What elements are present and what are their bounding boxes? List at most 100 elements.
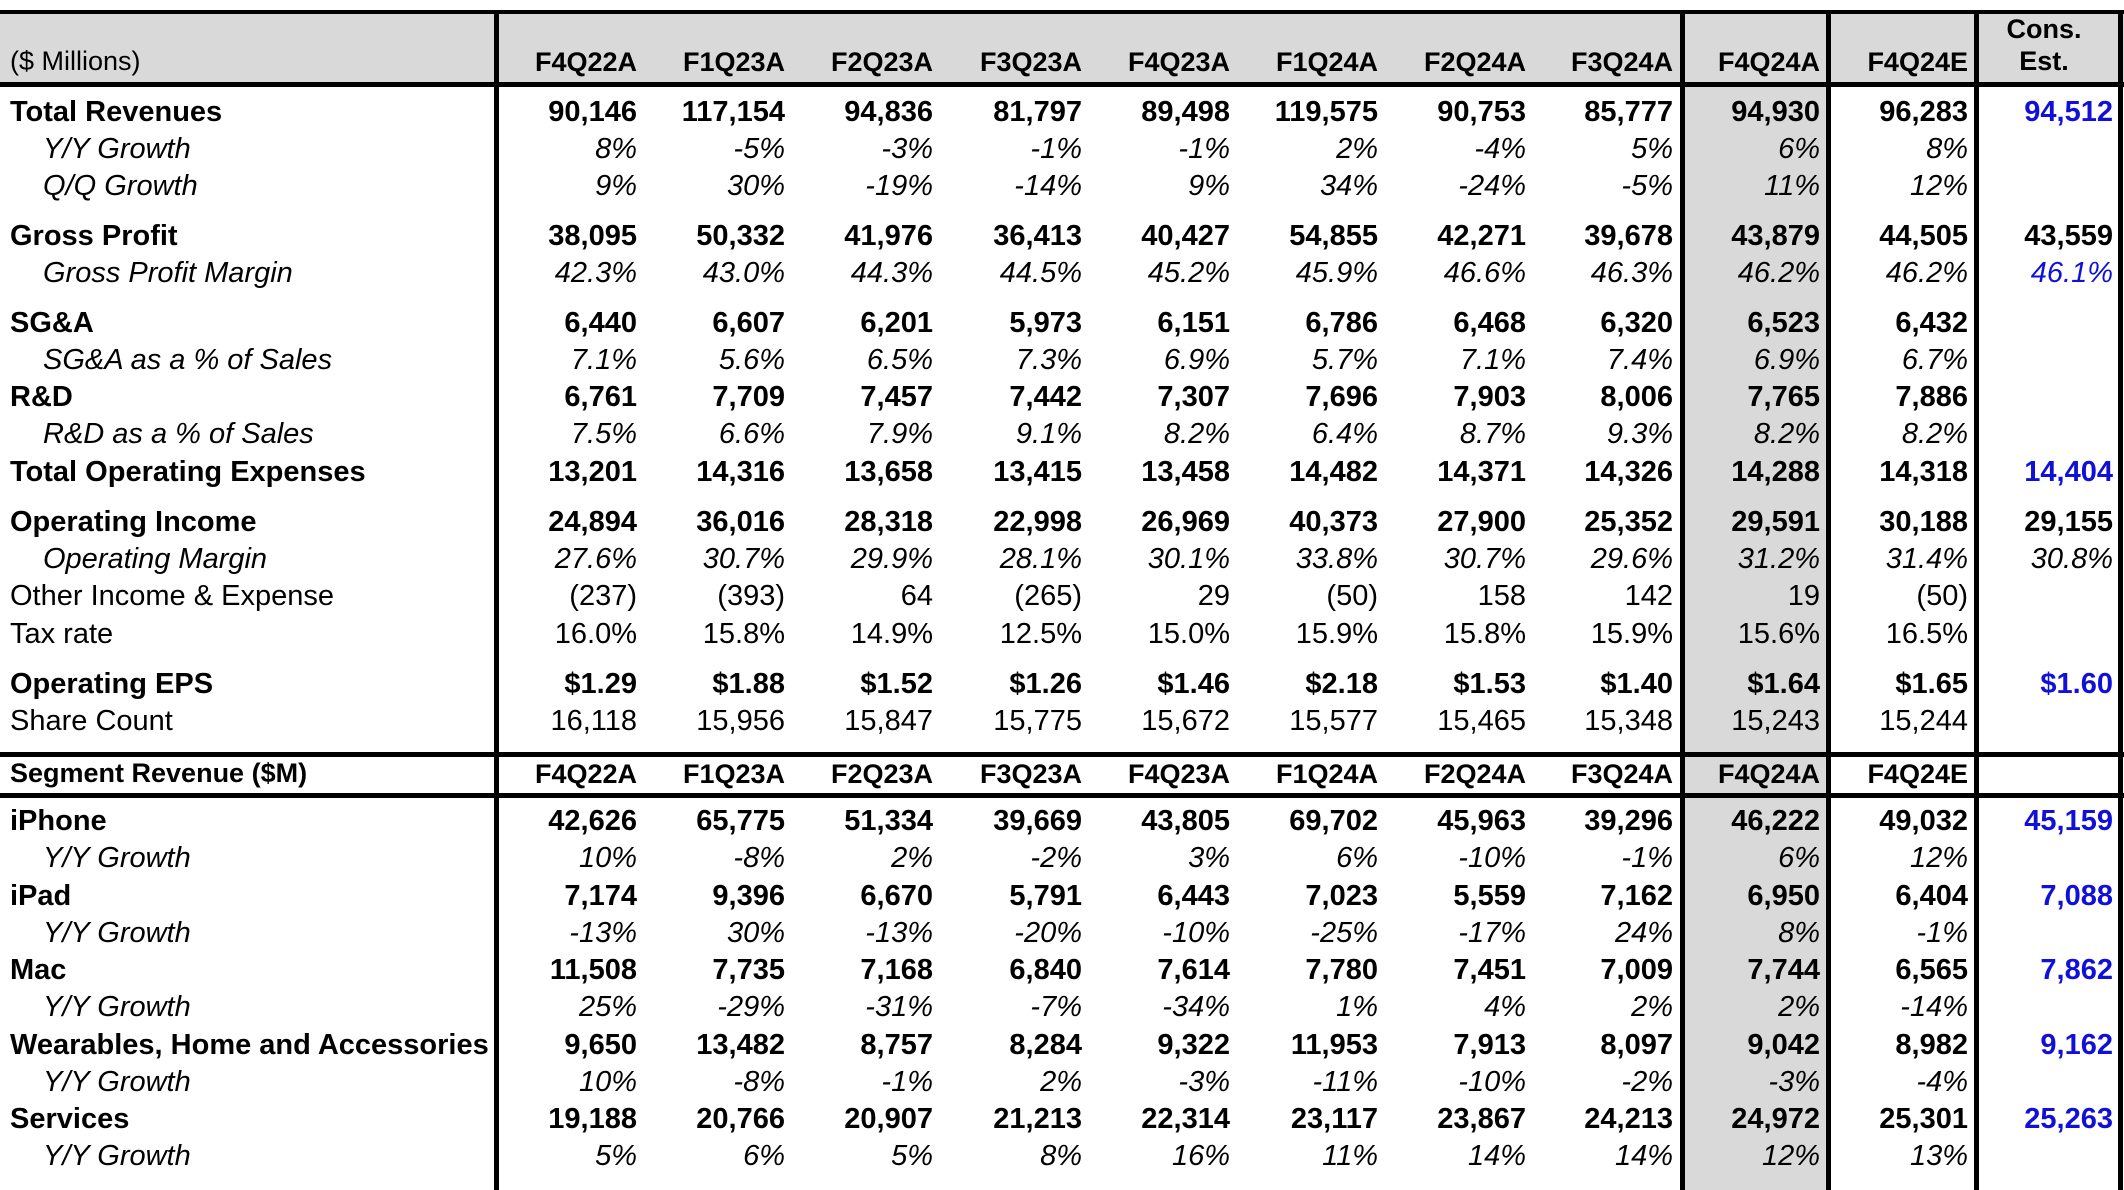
- period-header: F2Q23A: [830, 47, 933, 77]
- value-cell: 11%: [1322, 1140, 1378, 1172]
- value-cell: 65,775: [696, 805, 785, 837]
- value-cell: 6,404: [1895, 880, 1968, 912]
- value-cell: 30.7%: [1443, 543, 1526, 575]
- value-cell: $1.88: [712, 668, 785, 700]
- value-cell: -5%: [1621, 170, 1673, 202]
- value-cell: 14,482: [1289, 456, 1378, 488]
- value-cell: -4%: [1916, 1066, 1968, 1098]
- value-cell: 1%: [1336, 991, 1378, 1023]
- row-label: R&D as a % of Sales: [43, 418, 314, 450]
- value-cell: 50,332: [696, 220, 785, 252]
- row-label: Other Income & Expense: [10, 580, 334, 612]
- value-cell: $2.18: [1305, 668, 1378, 700]
- row-label: iPhone: [10, 805, 107, 837]
- value-cell: 8,006: [1600, 381, 1673, 413]
- row-label: Total Operating Expenses: [10, 456, 366, 488]
- value-cell: 24,213: [1584, 1103, 1673, 1135]
- period-header: F1Q23A: [682, 47, 785, 77]
- value-cell: 44.5%: [999, 257, 1082, 289]
- value-cell: 6%: [1778, 133, 1820, 165]
- value-cell: 15,244: [1879, 705, 1968, 737]
- period-header: F2Q24A: [1423, 47, 1526, 77]
- value-cell: 38,095: [548, 220, 637, 252]
- segment-period-header: F2Q24A: [1423, 759, 1526, 789]
- value-cell: 6,950: [1747, 880, 1820, 912]
- value-cell: 12.5%: [999, 618, 1082, 650]
- value-cell: 6,201: [860, 307, 933, 339]
- value-cell: 11,508: [549, 954, 637, 986]
- value-cell: 81,797: [993, 96, 1082, 128]
- value-cell: 6.9%: [1163, 344, 1230, 376]
- value-cell: 5,791: [1009, 880, 1082, 912]
- value-cell: 7,735: [712, 954, 785, 986]
- value-cell: $1.64: [1747, 668, 1820, 700]
- consensus-cell: 25,263: [2024, 1103, 2113, 1135]
- value-cell: 90,753: [1437, 96, 1526, 128]
- row-label: Operating Margin: [43, 543, 268, 575]
- value-cell: 30%: [726, 170, 785, 202]
- value-cell: 39,678: [1584, 220, 1673, 252]
- value-cell: 158: [1477, 580, 1526, 612]
- value-cell: -3%: [1178, 1066, 1230, 1098]
- value-cell: 30.7%: [702, 543, 785, 575]
- segment-period-header: F4Q24E: [1867, 759, 1968, 789]
- consensus-cell: 43,559: [2024, 220, 2113, 252]
- value-cell: 5.6%: [718, 344, 785, 376]
- value-cell: 46.3%: [1590, 257, 1673, 289]
- units-label: ($ Millions): [10, 46, 141, 76]
- value-cell: 42,626: [548, 805, 637, 837]
- value-cell: 14.9%: [850, 618, 933, 650]
- value-cell: 34%: [1319, 170, 1378, 202]
- value-cell: 45,963: [1437, 805, 1526, 837]
- row-label: Y/Y Growth: [43, 917, 191, 949]
- segment-period-header: F3Q24A: [1570, 759, 1673, 789]
- value-cell: 36,413: [993, 220, 1082, 252]
- value-cell: (265): [1014, 580, 1082, 612]
- value-cell: 15,847: [844, 705, 933, 737]
- period-header: F3Q23A: [979, 47, 1082, 77]
- value-cell: -11%: [1312, 1066, 1378, 1098]
- row-label: Y/Y Growth: [43, 1066, 191, 1098]
- value-cell: 15.9%: [1295, 618, 1378, 650]
- value-cell: 19: [1787, 580, 1820, 612]
- consensus-cell: 45,159: [2024, 805, 2113, 837]
- value-cell: -1%: [1030, 133, 1082, 165]
- value-cell: -19%: [865, 170, 933, 202]
- value-cell: 96,283: [1879, 96, 1968, 128]
- value-cell: -13%: [569, 917, 637, 949]
- value-cell: 10%: [578, 842, 637, 874]
- value-cell: 7,442: [1009, 381, 1082, 413]
- value-cell: 13,201: [548, 456, 637, 488]
- value-cell: 6.6%: [718, 418, 785, 450]
- value-cell: 28.1%: [999, 543, 1082, 575]
- value-cell: -3%: [881, 133, 933, 165]
- value-cell: 7,780: [1305, 954, 1378, 986]
- value-cell: 85,777: [1584, 96, 1673, 128]
- value-cell: 5%: [595, 1140, 637, 1172]
- value-cell: 6,786: [1305, 307, 1378, 339]
- value-cell: 7,709: [712, 381, 785, 413]
- value-cell: 119,575: [1274, 96, 1378, 128]
- consensus-cell: 30.8%: [2030, 543, 2113, 575]
- value-cell: 7,023: [1305, 880, 1378, 912]
- value-cell: 117,154: [681, 96, 785, 128]
- value-cell: $1.40: [1600, 668, 1673, 700]
- value-cell: 8,982: [1895, 1029, 1968, 1061]
- value-cell: 6,443: [1157, 880, 1230, 912]
- value-cell: 7.5%: [570, 418, 637, 450]
- value-cell: 44.3%: [850, 257, 933, 289]
- value-cell: 6,468: [1453, 307, 1526, 339]
- row-label: Gross Profit Margin: [43, 257, 293, 289]
- segment-period-header: F1Q23A: [682, 759, 785, 789]
- value-cell: 33.8%: [1295, 543, 1378, 575]
- segment-header-bottom-border: [0, 793, 2124, 798]
- value-cell: 25%: [578, 991, 637, 1023]
- value-cell: 9,650: [564, 1029, 637, 1061]
- value-cell: 43,879: [1731, 220, 1820, 252]
- row-label: Total Revenues: [10, 96, 223, 128]
- value-cell: 29,591: [1731, 506, 1820, 538]
- value-cell: 3%: [1188, 842, 1230, 874]
- value-cell: 2%: [1778, 991, 1820, 1023]
- value-cell: -34%: [1162, 991, 1230, 1023]
- value-cell: 42.3%: [554, 257, 637, 289]
